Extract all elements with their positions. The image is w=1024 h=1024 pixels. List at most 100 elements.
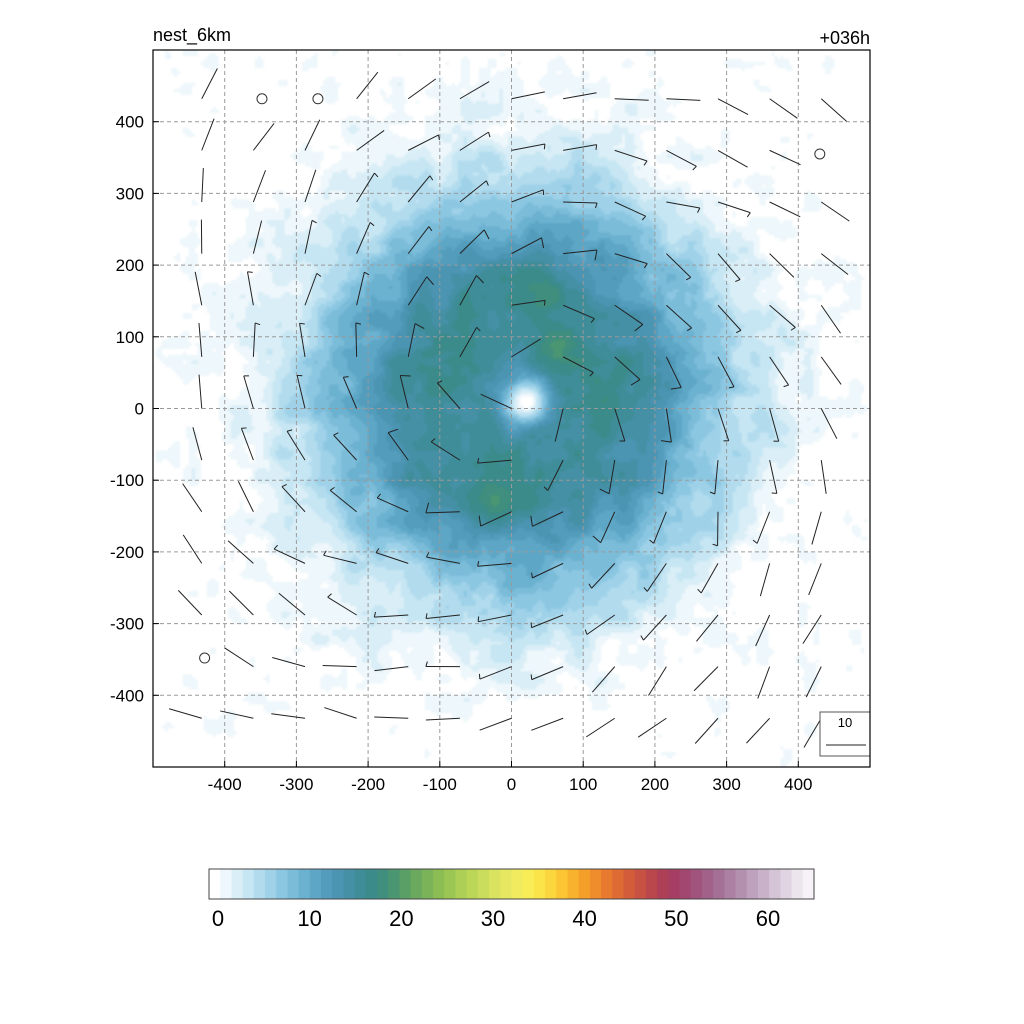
- wind-barb: [459, 327, 478, 358]
- wind-barb-half-feather: [374, 172, 379, 178]
- wind-barb: [769, 356, 790, 386]
- wind-barb: [805, 666, 822, 698]
- calm-markers: [199, 93, 826, 664]
- wind-barb-half-feather: [790, 327, 796, 331]
- wind-barb: [820, 356, 842, 385]
- wind-barb: [646, 563, 667, 592]
- wind-barb-half-feather: [640, 635, 644, 641]
- wind-barb-half-feather: [343, 376, 349, 378]
- colorbar-cell: [466, 869, 479, 899]
- colorbar-cell: [780, 869, 793, 899]
- wind-barb-half-feather: [643, 263, 648, 269]
- wind-barb-feather: [594, 249, 598, 261]
- wind-barb-feather: [599, 488, 610, 495]
- wind-barb-half-feather: [641, 215, 647, 221]
- wind-barb: [531, 717, 564, 731]
- colorbar-cell: [433, 869, 445, 899]
- colorbar-cell: [242, 869, 255, 899]
- wind-barb-feather: [670, 386, 682, 390]
- wind-barb-half-feather: [595, 144, 598, 150]
- colorbar-cell: [365, 869, 378, 899]
- wind-barb-half-feather: [728, 386, 735, 389]
- colorbar-cell: [276, 869, 289, 899]
- wind-barb: [168, 708, 202, 719]
- wind-barb: [614, 149, 648, 162]
- wind-barb-half-feather: [477, 561, 480, 567]
- wind-barb-half-feather: [543, 486, 549, 491]
- colorbar-cell: [556, 869, 569, 899]
- x-tick-label: 200: [641, 775, 669, 794]
- wind-barb: [426, 556, 460, 564]
- wind-barb-feather: [634, 324, 644, 332]
- wind-barb-half-feather: [299, 322, 305, 325]
- wind-barb: [547, 459, 564, 491]
- wind-barb-half-feather: [594, 202, 598, 209]
- colorbar-tick-label: 30: [481, 906, 505, 931]
- wind-barb: [323, 554, 357, 564]
- colorbar-cell: [746, 869, 759, 899]
- wind-barb-half-feather: [589, 372, 594, 377]
- wind-barb-half-feather: [369, 222, 375, 227]
- wind-barb: [252, 322, 256, 357]
- colorbar-cell: [522, 869, 535, 899]
- wind-barb: [477, 459, 512, 464]
- wind-barb: [820, 253, 849, 275]
- colorbar-cell: [253, 869, 266, 899]
- wind-barb: [665, 356, 682, 388]
- wind-barb: [717, 408, 730, 441]
- colorbar-cell: [298, 869, 311, 899]
- wind-barb: [563, 92, 597, 100]
- wind-barb: [608, 460, 616, 494]
- wind-barb: [820, 98, 847, 122]
- colorbar-cell: [690, 869, 703, 899]
- colorbar-tick-label: 40: [572, 906, 596, 931]
- wind-barb: [614, 304, 644, 325]
- wind-barb: [252, 123, 275, 151]
- wind-barb: [769, 408, 780, 442]
- wind-barb: [756, 511, 771, 544]
- wind-barb: [717, 98, 749, 115]
- colorbar-tick-label: 60: [756, 906, 780, 931]
- wind-barb: [198, 322, 203, 357]
- wind-barb: [693, 666, 719, 692]
- wind-barb: [666, 149, 697, 167]
- colorbar-cell: [343, 869, 356, 899]
- wind-barb-half-feather: [476, 326, 481, 332]
- wind-barb: [286, 430, 306, 461]
- wind-barb: [296, 375, 306, 409]
- wind-barb-half-feather: [643, 587, 648, 592]
- wind-barb: [304, 220, 313, 254]
- wind-barb: [666, 253, 692, 278]
- colorbar-cell: [533, 869, 546, 899]
- wind-barb: [299, 323, 306, 357]
- wind-barb: [237, 481, 254, 512]
- colorbar-cell: [399, 869, 412, 899]
- wind-barb: [532, 562, 564, 579]
- calm-circle: [814, 148, 826, 160]
- wind-barb-half-feather: [477, 457, 480, 464]
- wind-barb-half-feather: [333, 432, 339, 436]
- colorbar-cell: [500, 869, 513, 899]
- wind-barb: [478, 614, 512, 623]
- wind-barb-feather: [592, 535, 602, 544]
- colorbar-cell: [769, 869, 781, 899]
- wind-barb: [356, 71, 379, 100]
- wind-barb: [563, 144, 597, 151]
- wind-barb: [614, 98, 649, 101]
- wind-barb: [228, 590, 254, 616]
- colorbar-cell: [623, 869, 636, 899]
- wind-barb: [717, 356, 735, 388]
- wind-barb: [769, 460, 778, 494]
- wind-barb: [399, 375, 409, 409]
- wind-barb: [201, 168, 204, 203]
- colorbar-cell: [657, 869, 669, 899]
- colorbar-cell: [477, 869, 490, 899]
- wind-barb: [480, 393, 512, 409]
- wind-barb-half-feather: [735, 279, 741, 283]
- wind-barb: [304, 169, 317, 203]
- colorbar-cell: [802, 869, 815, 899]
- colorbar-tick-label: 20: [389, 906, 413, 931]
- wind-barb: [192, 427, 203, 461]
- wind-barb: [182, 483, 203, 513]
- wind-barb-half-feather: [254, 322, 261, 326]
